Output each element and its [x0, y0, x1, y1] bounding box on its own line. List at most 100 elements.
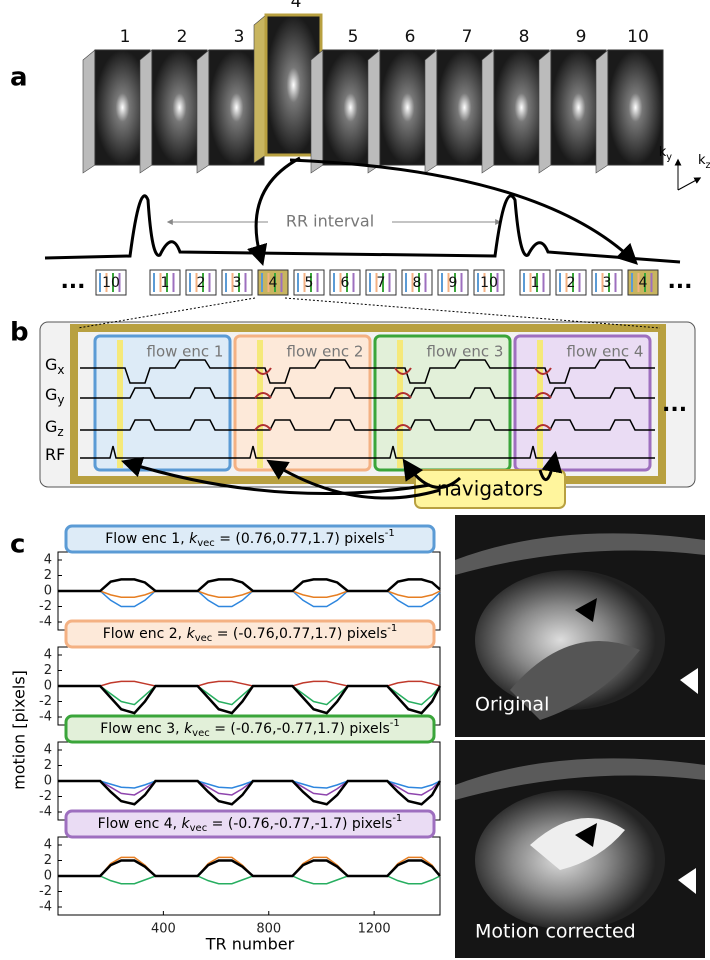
chart-title: Flow enc 1, kvec = (0.76,0.77,1.7) pixel… — [105, 528, 394, 549]
title-text: = (-0.76,-0.77,-1.7) pixels — [207, 816, 392, 832]
k-axis — [678, 178, 700, 190]
navigator-band — [257, 340, 263, 468]
frame-side — [596, 50, 608, 173]
y-tick-label: 0 — [44, 584, 52, 599]
flow-label: flow enc 1 — [147, 343, 224, 361]
flow-label: flow enc 2 — [287, 343, 364, 361]
y-tick-label: 4 — [44, 743, 52, 758]
x-tick-label: 400 — [151, 922, 176, 937]
x-tick-label: 800 — [256, 922, 281, 937]
seq-stripe — [405, 273, 407, 292]
seq-stripe — [297, 273, 299, 292]
ellipsis: ... — [662, 392, 687, 417]
seq-stripe — [559, 273, 561, 292]
y-tick-label: 4 — [44, 838, 52, 853]
y-tick-label: 4 — [44, 648, 52, 663]
frame-side — [197, 50, 209, 173]
title-sub: vec — [195, 633, 213, 644]
seq-number: 1 — [531, 275, 540, 291]
main-text: G — [45, 385, 57, 404]
frame-number: 6 — [405, 27, 416, 47]
seq-stripe — [353, 273, 355, 292]
y-tick-label: 0 — [44, 869, 52, 884]
frame-number: 1 — [120, 27, 131, 47]
y-tick-label: -4 — [39, 615, 52, 630]
main-text: G — [45, 417, 57, 436]
frame-number: 8 — [519, 27, 530, 47]
y-tick-label: -2 — [39, 789, 52, 804]
seq-number: 2 — [567, 275, 576, 291]
main-text: RF — [45, 445, 65, 464]
arrow — [256, 158, 300, 262]
title-sub: vec — [190, 823, 208, 834]
seq-stripe — [631, 273, 633, 292]
navigator-label: navigators — [437, 477, 543, 501]
title-sub: vec — [192, 728, 210, 739]
flow-label: flow enc 3 — [427, 343, 504, 361]
y-tick-label: -2 — [39, 694, 52, 709]
frame-side — [368, 50, 380, 173]
subscript: z — [706, 160, 710, 171]
frame-side — [83, 50, 95, 173]
panel-label: a — [10, 63, 28, 93]
seq-stripe — [209, 273, 211, 292]
chart-title: Flow enc 2, kvec = (-0.76,0.77,1.7) pixe… — [103, 623, 398, 644]
navigator-band — [117, 340, 123, 468]
image-label: Original — [475, 694, 549, 716]
seq-stripe — [369, 273, 371, 292]
seq-stripe — [245, 273, 247, 292]
seq-number: 10 — [102, 275, 120, 291]
seq-stripe — [523, 273, 525, 292]
rr-label: RR interval — [286, 212, 374, 231]
frame-number: 4 — [291, 0, 302, 12]
seq-stripe — [281, 273, 283, 292]
frame-side — [140, 50, 152, 173]
frame-side — [425, 50, 437, 173]
y-tick-label: -4 — [39, 805, 52, 820]
seq-stripe — [389, 273, 391, 292]
sub-label: kz — [698, 153, 710, 172]
title-sup: -1 — [390, 718, 400, 729]
title-sup: -1 — [392, 813, 402, 824]
seq-number: 8 — [413, 275, 422, 291]
seq-stripe — [189, 273, 191, 292]
seq-number: 10 — [480, 275, 498, 291]
seq-stripe — [579, 273, 581, 292]
seq-stripe — [461, 273, 463, 292]
seq-stripe — [153, 273, 155, 292]
figure: Original Motion corrected a b c RR inter… — [0, 0, 710, 960]
seq-stripe — [595, 273, 597, 292]
image-label: Motion corrected — [475, 921, 636, 943]
frame-side — [539, 50, 551, 173]
y-tick-label: -4 — [39, 900, 52, 915]
ellipsis: ... — [60, 269, 85, 294]
navigator-band — [537, 340, 543, 468]
seq-number: 6 — [341, 275, 350, 291]
seq-number: 4 — [639, 275, 648, 291]
subscript: x — [57, 363, 64, 377]
seq-number: 7 — [377, 275, 386, 291]
seq-stripe — [651, 273, 653, 292]
title-text: Flow enc 4, — [98, 816, 182, 832]
frame-number: 9 — [576, 27, 587, 47]
chart-title: Flow enc 4, kvec = (-0.76,-0.77,-1.7) pi… — [98, 813, 403, 834]
seq-stripe — [543, 273, 545, 292]
title-text: Flow enc 1, — [105, 531, 189, 547]
y-tick-label: 2 — [44, 663, 52, 678]
seq-stripe — [441, 273, 443, 292]
panel-label: b — [10, 318, 29, 348]
seq-number: 9 — [449, 275, 458, 291]
ellipsis: ... — [667, 269, 692, 294]
title-text: Flow enc 2, — [103, 626, 187, 642]
frame-number: 2 — [177, 27, 188, 47]
title-sub: vec — [197, 538, 215, 549]
seq-stripe — [317, 273, 319, 292]
seq-stripe — [261, 273, 263, 292]
y-tick-label: -2 — [39, 884, 52, 899]
frame-side — [311, 50, 323, 173]
x-tick-label: 1200 — [358, 922, 391, 937]
seq-stripe — [615, 273, 617, 292]
seq-number: 5 — [305, 275, 314, 291]
frame — [608, 50, 663, 165]
frame-side — [482, 50, 494, 173]
